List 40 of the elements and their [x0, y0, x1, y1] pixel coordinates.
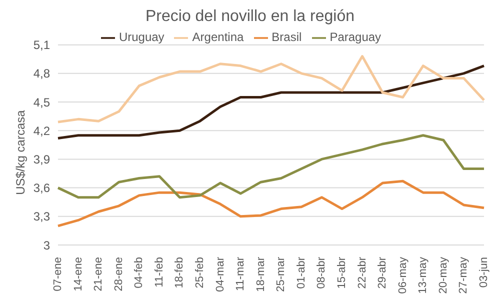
x-tick-label: 20-may [437, 256, 450, 294]
x-tick-label: 27-may [458, 256, 470, 294]
x-tick-label: 04-mar [214, 256, 226, 292]
x-tick-label: 25-mar [275, 256, 288, 292]
x-tick-label: 08-abr [316, 256, 328, 289]
line-series [56, 180, 486, 228]
y-axis-title: US$/kg carcasa [13, 110, 28, 195]
y-tick-label: 4,5 [33, 95, 50, 110]
x-tick-label: 14-ene [72, 257, 84, 292]
x-tick-label: 06-may [396, 256, 409, 294]
y-tick-label: 3 [43, 238, 50, 252]
x-tick-label: 03-jun [478, 257, 490, 288]
x-tick-label: 28-ene [112, 257, 125, 292]
x-tick-label: 11-feb [153, 257, 166, 288]
x-tick-label: 11-mar [234, 256, 247, 292]
legend-label: Uruguay [118, 30, 164, 44]
x-tick-label: 18-mar [254, 256, 267, 292]
x-tick-label: 22-abr [356, 256, 368, 289]
line-series [56, 64, 486, 140]
x-tick-label: 15-abr [336, 256, 348, 289]
x-tick-label: 18-feb [174, 257, 186, 288]
x-tick-label: 07-ene [52, 257, 64, 292]
y-tick-label: 3,3 [33, 210, 50, 224]
y-tick-label: 5,1 [33, 38, 50, 52]
legend-label: Paraguay [330, 30, 382, 44]
y-tick-label: 3,6 [33, 181, 50, 196]
legend-label: Argentina [192, 30, 244, 44]
y-tick-label: 4,2 [33, 124, 50, 138]
y-tick-label: 4,8 [33, 66, 50, 81]
legend-label: Brasil [272, 30, 302, 44]
y-tick-label: 3,9 [33, 152, 50, 166]
chart-title: Precio del novillo en la región [144, 8, 356, 26]
x-tick-label: 21-ene [92, 257, 105, 292]
line-series [56, 134, 486, 199]
x-tick-label: 01-abr [295, 256, 308, 289]
x-tick-label: 25-feb [194, 257, 206, 288]
x-tick-label: 29-abr [376, 256, 389, 289]
x-tick-label: 04-feb [133, 257, 146, 288]
x-tick-label: 13-may [417, 256, 430, 294]
line-series [56, 55, 486, 124]
